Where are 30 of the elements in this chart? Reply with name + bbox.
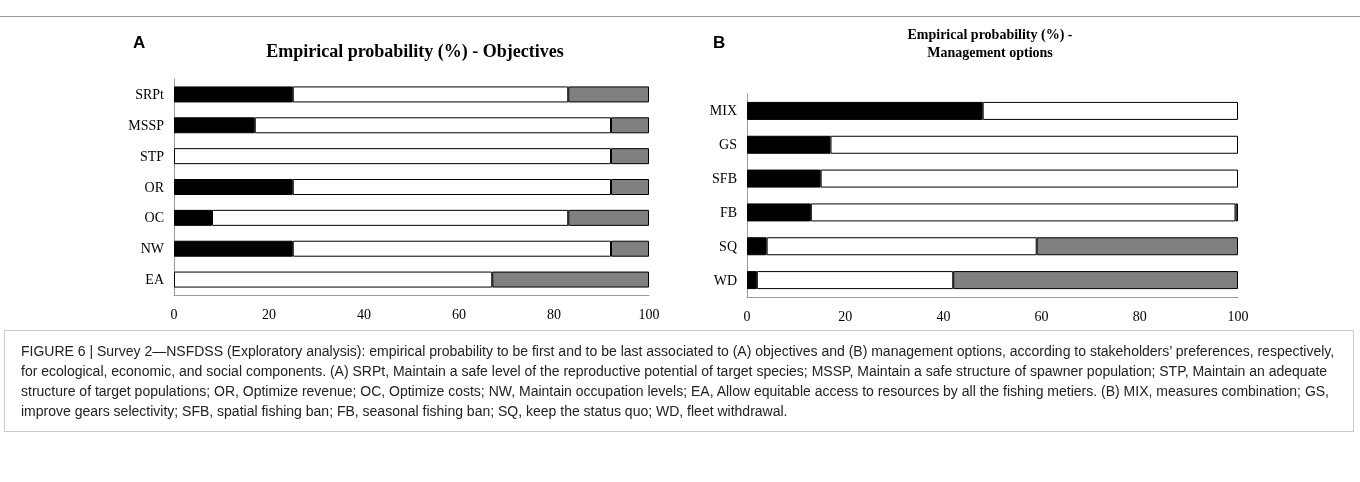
- x-tick-label: 0: [743, 308, 751, 324]
- y-tick-label: SRPt: [135, 86, 165, 102]
- x-tick-label: 100: [1227, 308, 1249, 324]
- chart-title: Empirical probability (%) - Management options: [907, 26, 1073, 60]
- y-tick-label: SQ: [719, 238, 737, 254]
- x-tick-label: 0: [170, 306, 178, 322]
- x-tick-label: 40: [357, 306, 371, 322]
- y-tick-label: GS: [719, 137, 737, 153]
- x-tick-label: 60: [452, 306, 466, 322]
- y-tick-label: EA: [145, 272, 165, 288]
- y-tick-label: OC: [144, 210, 164, 226]
- y-tick-label: OR: [144, 179, 165, 195]
- chart-title: Empirical probability (%) - Objectives: [266, 41, 564, 62]
- x-tick-label: 40: [936, 308, 951, 324]
- x-tick-label: 80: [547, 306, 561, 322]
- y-tick-label: WD: [713, 272, 737, 288]
- x-tick-label: 80: [1132, 308, 1147, 324]
- text: A: [133, 33, 146, 52]
- caption: FIGURE 6 | Survey 2—NSFDSS (Exploratory analysis): empirical probability to be first and to be last associated to (A) objectives and (B) management options, according to stakeholders’ preferences, respectively, for ecological, economic, and social components. (A) SRPt, Maintain a safe level of the reproductive potential of target species; MSSP, Maintain a safe structure of spawner population; STP, Maintain an adequate structure of target populations; OR, Optimize revenue; OC, Optimize costs; NW, Maintain occupation levels; EA, Allow equitable access to resources by all the fishing metiers. (B) MIX, measures combination; GS, improve gears selectivity; SFB, spatial fishing ban; FB, seasonal fishing ban; SQ, keep the status quo; WD, fleet withdrawal.: [21, 342, 1336, 421]
- y-tick-label: FB: [719, 204, 737, 220]
- y-tick-label: NW: [140, 241, 165, 257]
- x-tick-label: 100: [638, 306, 660, 322]
- y-tick-label: MSSP: [128, 117, 165, 133]
- x-tick-label: 20: [262, 306, 276, 322]
- x-tick-label: 60: [1034, 308, 1049, 324]
- text: B: [713, 33, 726, 52]
- y-tick-label: STP: [139, 148, 165, 164]
- y-tick-label: SFB: [712, 171, 737, 187]
- x-tick-label: 20: [838, 308, 853, 324]
- y-tick-label: MIX: [709, 103, 737, 119]
